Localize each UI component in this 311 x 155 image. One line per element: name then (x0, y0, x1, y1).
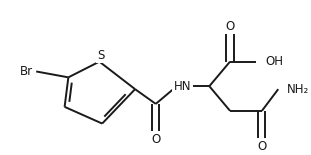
Text: O: O (225, 20, 234, 33)
Text: OH: OH (266, 55, 284, 68)
Text: O: O (151, 133, 160, 146)
Text: Br: Br (19, 65, 33, 78)
Text: S: S (98, 49, 105, 62)
Text: NH₂: NH₂ (287, 83, 309, 96)
Text: O: O (257, 140, 267, 153)
Text: HN: HN (174, 80, 191, 93)
